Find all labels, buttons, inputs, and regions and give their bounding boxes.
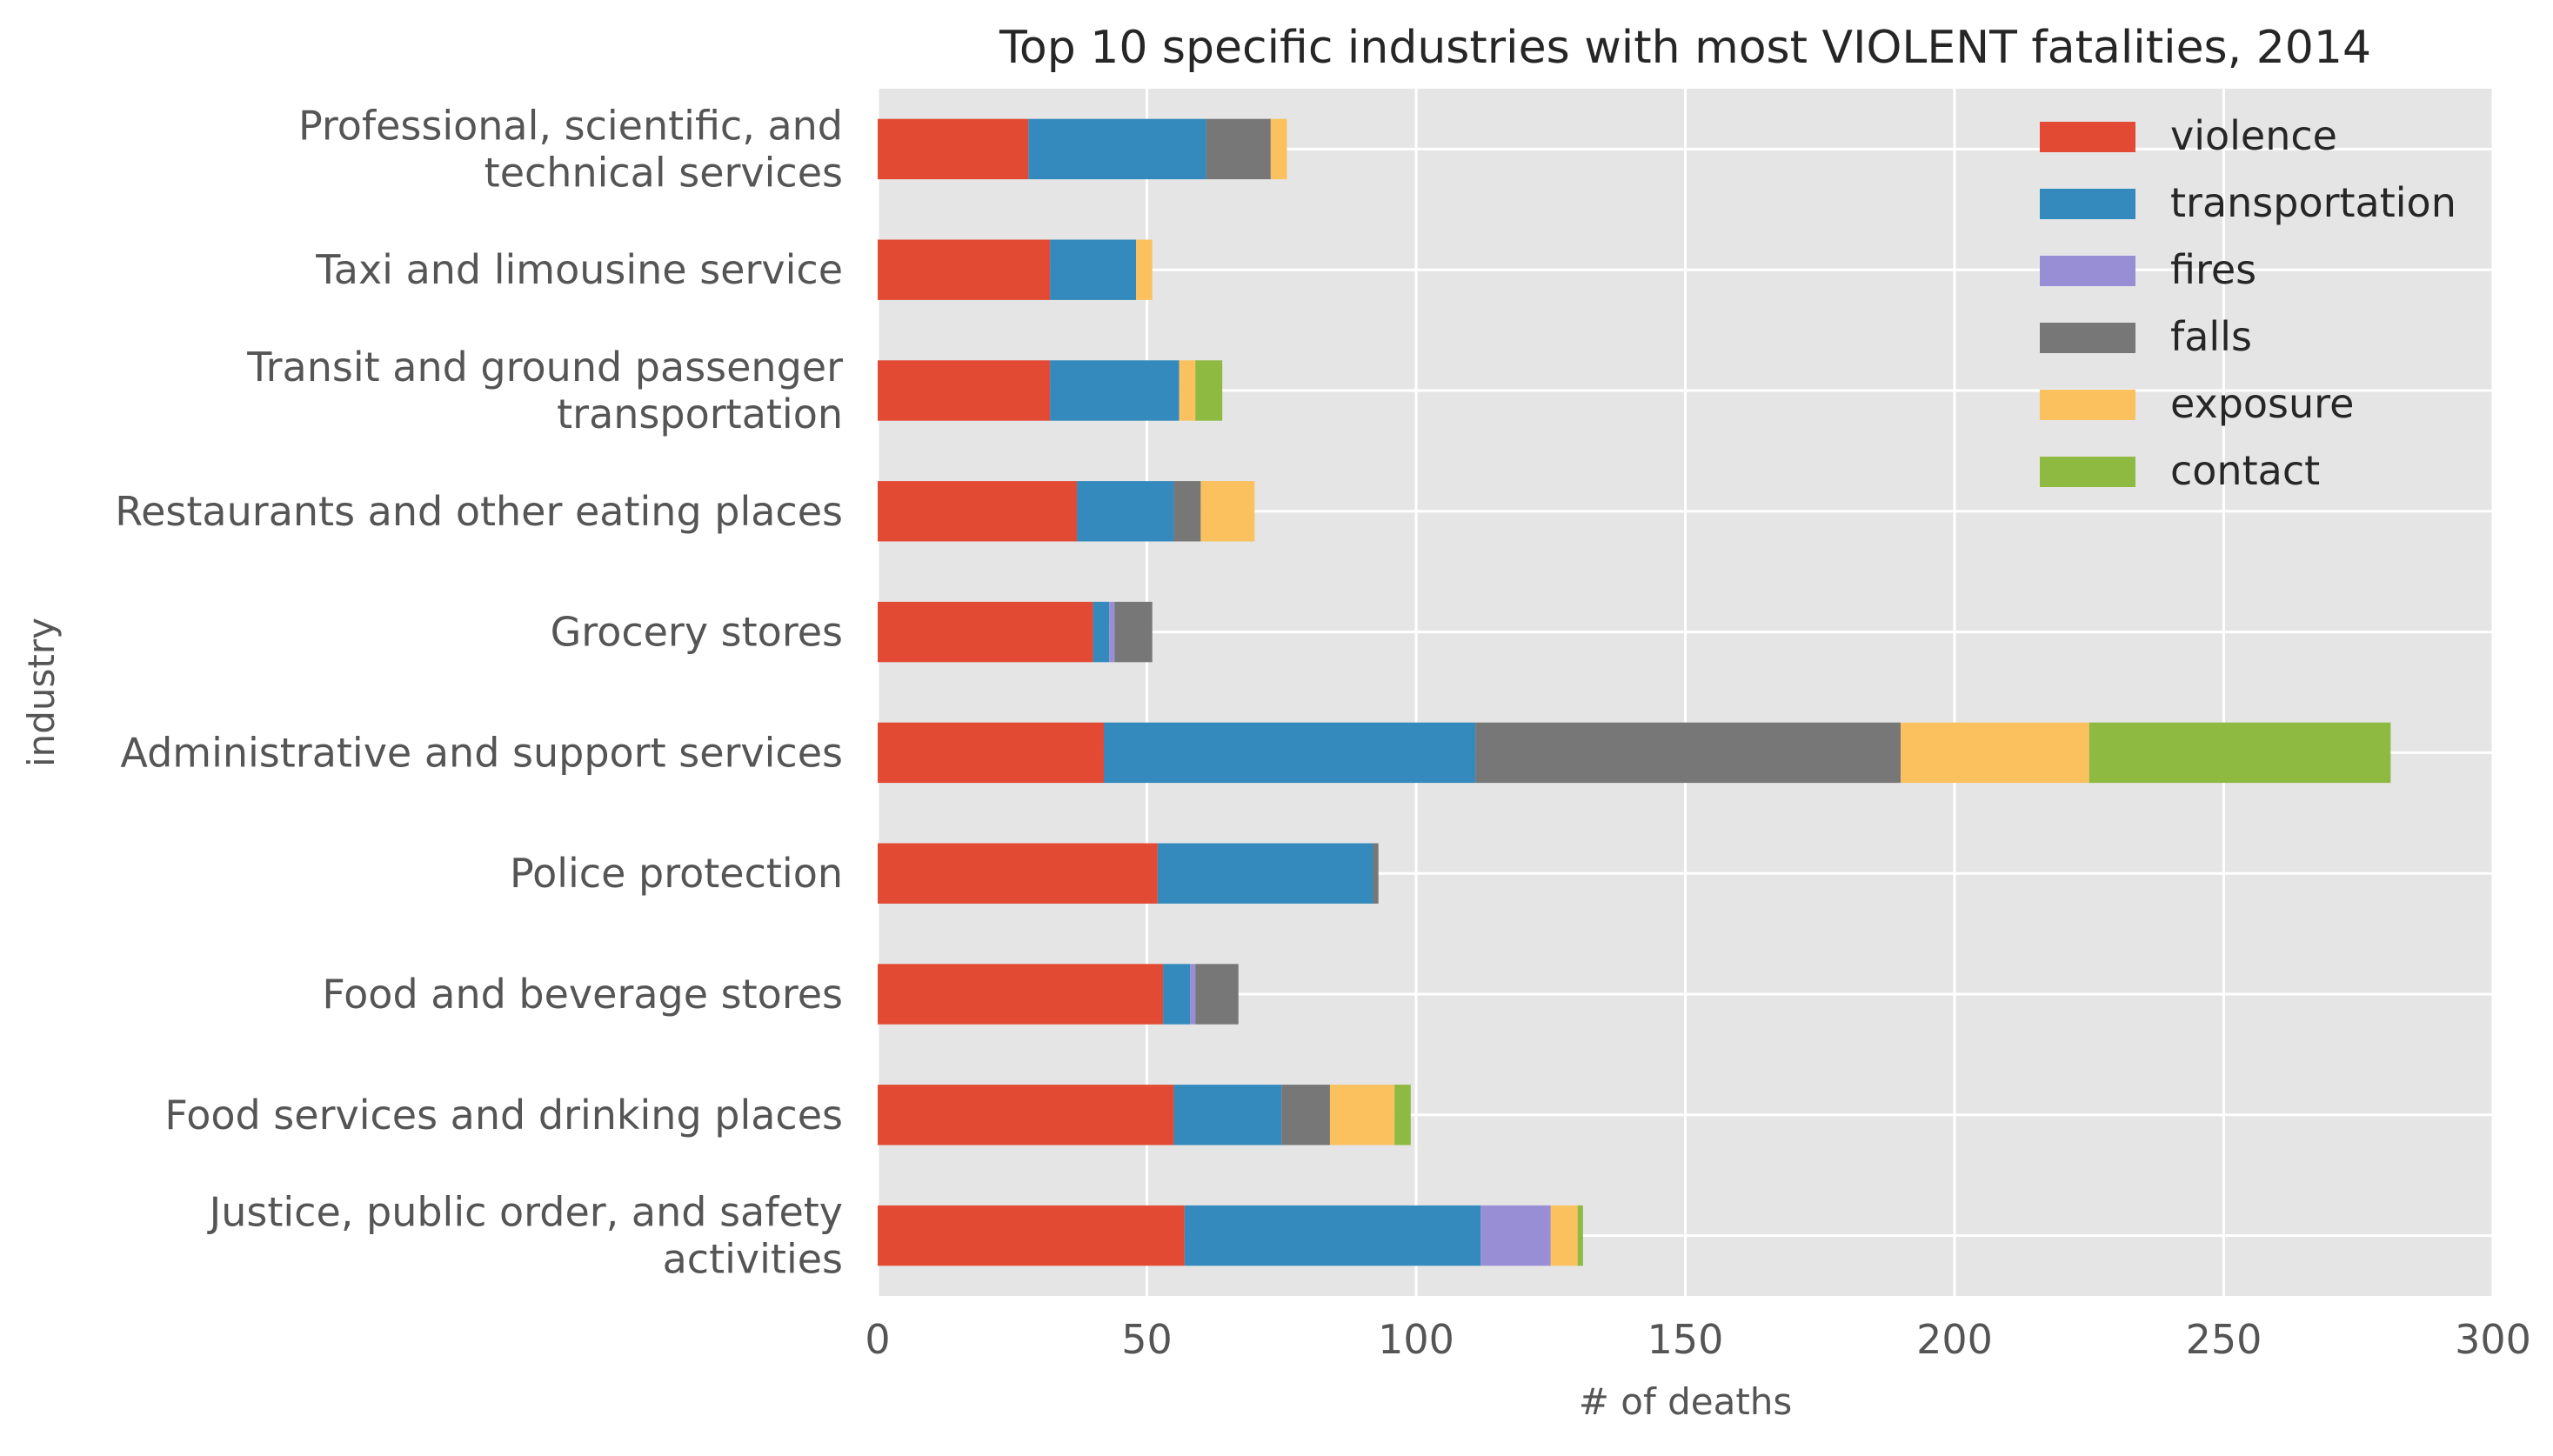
bar-exposure bbox=[1136, 239, 1153, 300]
bar-falls bbox=[1206, 118, 1271, 180]
bar-exposure bbox=[1329, 1085, 1395, 1145]
y-tick-label-line: technical services bbox=[485, 149, 843, 196]
legend-label-violence: violence bbox=[2170, 112, 2337, 159]
y-tick-label-line: Restaurants and other eating places bbox=[115, 488, 843, 535]
y-tick-label-line: Grocery stores bbox=[551, 609, 843, 656]
y-tick-label: Transit and ground passenger transportati… bbox=[246, 344, 843, 437]
x-tick-label: 150 bbox=[1647, 1316, 1724, 1363]
legend-swatch-falls bbox=[2040, 323, 2135, 353]
legend-label-fires: fires bbox=[2170, 246, 2256, 293]
y-tick-label-line: Food services and drinking places bbox=[164, 1092, 843, 1139]
y-tick-label: Police protection bbox=[510, 850, 843, 897]
bar-fires bbox=[1480, 1205, 1551, 1266]
y-tick-label-line: Transit and ground passenger bbox=[246, 344, 843, 391]
legend-label-transportation: transportation bbox=[2170, 179, 2456, 226]
bar-violence bbox=[878, 1085, 1174, 1145]
bar-transportation bbox=[1028, 118, 1206, 180]
y-tick-label: Food and beverage stores bbox=[322, 971, 843, 1018]
x-axis-label: # of deaths bbox=[1579, 1380, 1793, 1423]
y-tick-label: Taxi and limousine service bbox=[315, 246, 843, 293]
bar-falls bbox=[1373, 843, 1379, 904]
bars bbox=[878, 118, 2391, 1266]
bar-violence bbox=[878, 722, 1104, 784]
y-tick-label-line: Police protection bbox=[510, 850, 843, 897]
legend-swatch-violence bbox=[2040, 122, 2135, 152]
legend-swatch-contact bbox=[2040, 457, 2135, 487]
y-tick-label-line: Professional, scientific, and bbox=[298, 102, 843, 149]
y-tick-label-line: Administrative and support services bbox=[120, 729, 843, 776]
bar-falls bbox=[1173, 481, 1201, 542]
bar-violence bbox=[878, 601, 1093, 663]
legend-label-exposure: exposure bbox=[2170, 380, 2354, 427]
y-tick-label: Grocery stores bbox=[551, 609, 843, 656]
x-tick-label: 0 bbox=[865, 1316, 890, 1363]
bar-violence bbox=[878, 118, 1029, 180]
y-tick-labels: Professional, scientific, and technical s… bbox=[115, 102, 843, 1282]
bar-violence bbox=[878, 481, 1078, 542]
bar-transportation bbox=[1163, 964, 1191, 1025]
bar-transportation bbox=[1103, 722, 1476, 784]
bar-contact bbox=[1577, 1205, 1583, 1266]
x-tick-label: 50 bbox=[1121, 1316, 1173, 1363]
bar-transportation bbox=[1050, 239, 1137, 300]
bar-violence bbox=[878, 360, 1051, 421]
y-tick-label: Restaurants and other eating places bbox=[115, 488, 843, 535]
y-tick-label: Professional, scientific, and technical s… bbox=[298, 102, 843, 196]
legend: violence transportation fires falls exposure… bbox=[2040, 112, 2456, 494]
y-tick-label: Food services and drinking places bbox=[164, 1092, 843, 1139]
x-tick-label: 250 bbox=[2186, 1316, 2262, 1363]
legend-swatch-fires bbox=[2040, 256, 2135, 286]
y-tick-label-line: Justice, public order, and safety bbox=[207, 1189, 843, 1236]
bar-violence bbox=[878, 239, 1051, 300]
y-tick-label-line: Food and beverage stores bbox=[322, 971, 843, 1018]
bar-transportation bbox=[1077, 481, 1174, 542]
bar-transportation bbox=[1050, 360, 1180, 421]
x-tick-labels: 0 50 100 150 200 250 300 bbox=[865, 1316, 2531, 1363]
bar-transportation bbox=[1173, 1085, 1282, 1145]
legend-label-falls: falls bbox=[2170, 313, 2252, 360]
legend-swatch-transportation bbox=[2040, 189, 2135, 219]
bar-exposure bbox=[1550, 1205, 1578, 1266]
bar-violence bbox=[878, 843, 1158, 904]
bar-fires bbox=[1190, 964, 1196, 1025]
bar-exposure bbox=[1270, 118, 1287, 180]
bar-falls bbox=[1281, 1085, 1330, 1145]
bar-violence bbox=[878, 1205, 1185, 1266]
bar-fires bbox=[1109, 601, 1115, 663]
bar-violence bbox=[878, 964, 1164, 1025]
bar-exposure bbox=[1200, 481, 1255, 542]
y-tick-label-line: activities bbox=[663, 1236, 843, 1283]
x-tick-label: 300 bbox=[2455, 1316, 2531, 1363]
bar-falls bbox=[1114, 601, 1153, 663]
y-axis-label: industry bbox=[20, 618, 63, 767]
bar-exposure bbox=[1179, 360, 1196, 421]
y-tick-label-line: Taxi and limousine service bbox=[315, 246, 843, 293]
legend-label-contact: contact bbox=[2170, 447, 2320, 494]
bar-exposure bbox=[1901, 722, 2089, 784]
bar-transportation bbox=[1093, 601, 1110, 663]
bar-falls bbox=[1475, 722, 1901, 784]
chart-title: Top 10 specific industries with most VIO… bbox=[999, 22, 2371, 74]
bar-transportation bbox=[1184, 1205, 1481, 1266]
y-tick-label-line: transportation bbox=[557, 391, 843, 437]
y-tick-label: Justice, public order, and safety activit… bbox=[207, 1189, 843, 1283]
bar-contact bbox=[1394, 1085, 1411, 1145]
bar-contact bbox=[1195, 360, 1223, 421]
y-tick-label: Administrative and support services bbox=[120, 729, 843, 776]
bar-falls bbox=[1195, 964, 1239, 1025]
x-tick-label: 100 bbox=[1378, 1316, 1454, 1363]
x-tick-label: 200 bbox=[1916, 1316, 1993, 1363]
bar-contact bbox=[2089, 722, 2391, 784]
legend-swatch-exposure bbox=[2040, 390, 2135, 420]
bar-transportation bbox=[1157, 843, 1373, 904]
